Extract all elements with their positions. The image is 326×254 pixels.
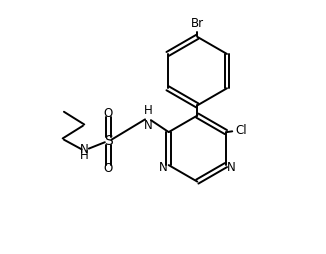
Text: O: O bbox=[104, 162, 113, 176]
Text: O: O bbox=[104, 106, 113, 120]
Text: N: N bbox=[144, 119, 153, 132]
Text: Br: Br bbox=[191, 18, 204, 30]
Text: H: H bbox=[80, 149, 89, 162]
Text: N: N bbox=[159, 161, 168, 174]
Text: H: H bbox=[144, 104, 153, 117]
Text: N: N bbox=[227, 161, 236, 174]
Text: Cl: Cl bbox=[236, 124, 247, 137]
Text: S: S bbox=[104, 134, 113, 148]
Text: N: N bbox=[80, 143, 89, 156]
